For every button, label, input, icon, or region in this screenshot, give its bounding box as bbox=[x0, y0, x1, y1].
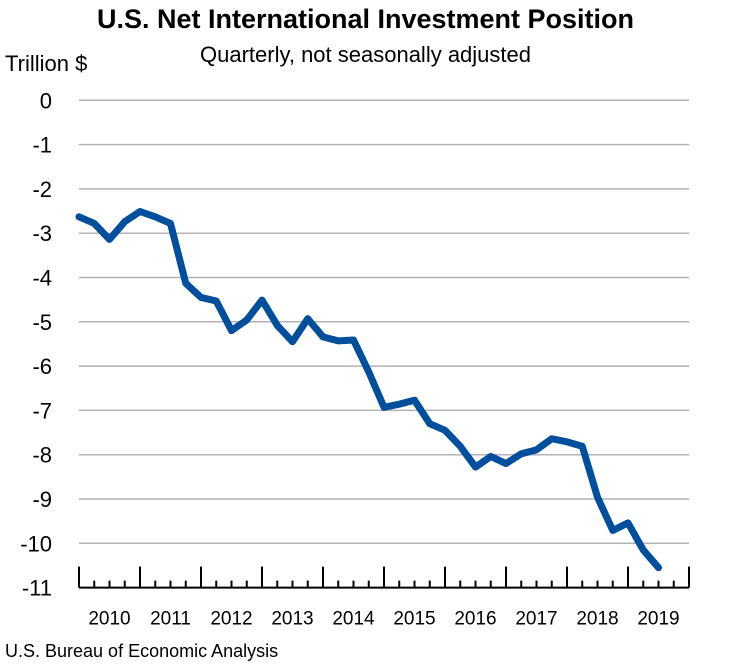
y-axis-label: Trillion $ bbox=[5, 51, 88, 76]
y-tick-label: -7 bbox=[32, 398, 52, 423]
source-note: U.S. Bureau of Economic Analysis bbox=[5, 641, 279, 661]
x-tick-label: 2018 bbox=[576, 609, 618, 630]
x-tick-label: 2012 bbox=[210, 609, 252, 630]
y-tick-label: -5 bbox=[32, 310, 52, 335]
x-tick-label: 2014 bbox=[332, 609, 375, 630]
y-tick-label: 0 bbox=[40, 88, 52, 113]
chart-subtitle: Quarterly, not seasonally adjusted bbox=[200, 42, 531, 67]
y-tick-label: -10 bbox=[20, 531, 52, 556]
y-tick-label: -1 bbox=[32, 133, 52, 158]
chart-area: 0 -1 -2 -3 -4 -5 -6 -7 -8 -9 -10 -11 2010 2011 2012 201… bbox=[20, 88, 690, 630]
x-tick-label: 2016 bbox=[454, 609, 496, 630]
x-tick-label: 2015 bbox=[393, 609, 435, 630]
data-line bbox=[75, 207, 662, 572]
y-tick-label: -8 bbox=[32, 443, 52, 468]
x-tick-label: 2011 bbox=[150, 609, 191, 630]
y-tick-label: -11 bbox=[22, 576, 52, 601]
y-tick-label: -6 bbox=[32, 354, 52, 379]
chart-title: U.S. Net International Investment Positi… bbox=[96, 4, 635, 34]
y-tick-label: -3 bbox=[32, 221, 52, 246]
x-tick-label: 2017 bbox=[515, 609, 557, 630]
y-tick-label: -9 bbox=[32, 487, 52, 512]
y-tick-label: -4 bbox=[32, 266, 52, 291]
x-tick-label: 2013 bbox=[271, 609, 313, 630]
x-tick-label: 2010 bbox=[88, 609, 130, 630]
y-tick-label: -2 bbox=[32, 177, 52, 202]
x-tick-label: 2019 bbox=[637, 609, 679, 630]
